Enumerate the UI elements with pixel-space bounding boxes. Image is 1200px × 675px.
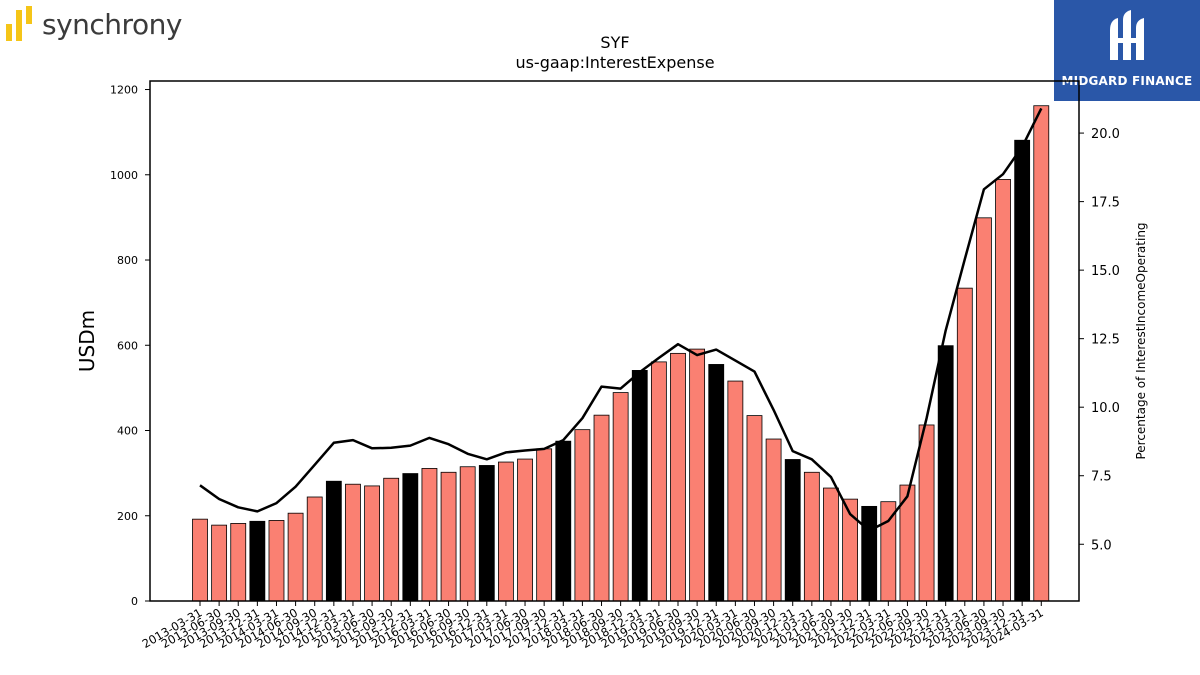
- bar: [421, 468, 438, 602]
- axes: 0 200 400 600 800 1000 1200 5.0 7.5 10.0 12.5 15.0 1…: [110, 80, 1120, 651]
- bar: [192, 518, 208, 602]
- y-tick-label: 0: [131, 595, 138, 608]
- y-tick-label: 1200: [110, 84, 138, 97]
- bar: [937, 345, 954, 602]
- bar: [306, 496, 323, 602]
- synchrony-bars-icon: [6, 6, 32, 41]
- bar: [478, 465, 495, 602]
- bar-series: [192, 105, 1050, 602]
- bar: [345, 483, 361, 602]
- chart-title: SYF: [600, 33, 629, 52]
- bar: [249, 520, 266, 602]
- synchrony-wordmark: synchrony: [42, 7, 182, 41]
- bar: [517, 458, 533, 602]
- bar: [861, 505, 878, 602]
- plot-frame: [149, 80, 1080, 602]
- y-tick-label: 1000: [110, 169, 138, 182]
- bar: [823, 487, 839, 602]
- bar: [211, 524, 228, 602]
- synchrony-logo: synchrony: [6, 6, 182, 42]
- bar: [784, 459, 801, 602]
- bar: [765, 438, 782, 602]
- bar: [230, 523, 247, 602]
- percentage-line: [199, 107, 1043, 532]
- bar: [459, 466, 476, 602]
- midgard-finance-wordmark: MIDGARD FINANCE: [1061, 74, 1193, 88]
- bar: [976, 217, 992, 602]
- bar: [268, 520, 285, 602]
- bar: [364, 485, 380, 602]
- y2-tick-label: 15.0: [1091, 264, 1120, 279]
- y2-axis-label: Percentage of InterestIncomeOperating: [1134, 222, 1148, 459]
- y-tick-label: 400: [117, 425, 138, 438]
- midgard-emblem-icon: [1110, 10, 1144, 60]
- bar: [708, 364, 725, 602]
- y-tick-label: 800: [117, 254, 138, 267]
- bar: [574, 429, 591, 602]
- midgard-finance-logo: MIDGARD FINANCE: [1054, 0, 1200, 101]
- y2-tick-label: 5.0: [1091, 538, 1112, 553]
- bar: [325, 480, 342, 602]
- bar: [727, 380, 744, 602]
- bar: [918, 424, 935, 602]
- bar: [1033, 105, 1050, 602]
- y2-tick-label: 10.0: [1091, 401, 1120, 416]
- y-tick-label: 200: [117, 510, 138, 523]
- bar: [536, 448, 553, 602]
- bar: [612, 392, 629, 602]
- chart-subtitle: us-gaap:InterestExpense: [515, 53, 714, 72]
- bar: [402, 473, 419, 602]
- bar: [880, 501, 897, 602]
- y2-tick-label: 7.5: [1091, 470, 1112, 485]
- bar: [287, 512, 304, 602]
- bar: [440, 471, 457, 602]
- bar: [746, 415, 763, 602]
- bar: [555, 440, 572, 602]
- y-tick-label: 600: [117, 339, 138, 352]
- bar: [995, 179, 1011, 602]
- bar: [383, 477, 400, 602]
- bar: [803, 471, 820, 602]
- y2-tick-label: 12.5: [1091, 333, 1120, 348]
- y-axis-label: USDm: [75, 310, 99, 372]
- bar: [498, 461, 514, 602]
- bar: [689, 348, 706, 602]
- y2-tick-label: 17.5: [1091, 196, 1120, 211]
- bar: [956, 287, 973, 602]
- y2-tick-label: 20.0: [1091, 127, 1120, 142]
- bar: [1014, 139, 1031, 602]
- bar: [631, 370, 648, 602]
- bar: [650, 361, 667, 602]
- bar: [593, 414, 610, 602]
- line-series: [199, 107, 1043, 532]
- bar: [670, 352, 686, 602]
